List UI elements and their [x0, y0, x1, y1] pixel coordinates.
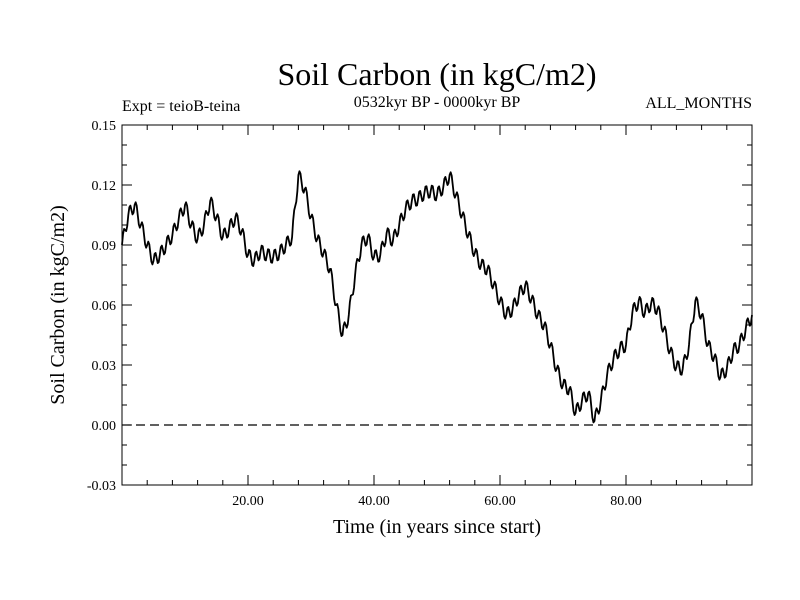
y-tick-label: 0.06 — [92, 299, 117, 314]
period-label: ALL_MONTHS — [645, 95, 752, 112]
y-tick-label: 0.09 — [92, 239, 117, 254]
experiment-label: Expt = teioB-teina — [122, 98, 240, 115]
x-tick-label: 60.00 — [484, 494, 516, 509]
plot-frame — [121, 124, 753, 486]
y-axis-label: Soil Carbon (in kgC/m2) — [47, 205, 69, 404]
axes-layer: -0.03 0.00 0.03 0.06 0.09 0.12 0.15 20.00 40.00 6… — [87, 119, 752, 509]
y-tick-label: -0.03 — [87, 479, 116, 494]
x-tick-label: 80.00 — [610, 494, 642, 509]
y-tick-label: 0.12 — [92, 179, 117, 194]
x-axis-label: Time (in years since start) — [333, 516, 541, 538]
chart-title: Soil Carbon (in kgC/m2) — [277, 56, 596, 92]
soil-carbon-series-line — [121, 170, 753, 424]
x-tick-label: 40.00 — [358, 494, 390, 509]
data-layer — [121, 170, 753, 426]
x-tick-label: 20.00 — [232, 494, 264, 509]
chart-subtitle: 0532kyr BP - 0000kyr BP — [354, 94, 521, 111]
y-tick-label: 0.00 — [92, 419, 117, 434]
y-tick-label: 0.03 — [92, 359, 117, 374]
y-tick-label: 0.15 — [92, 119, 117, 134]
